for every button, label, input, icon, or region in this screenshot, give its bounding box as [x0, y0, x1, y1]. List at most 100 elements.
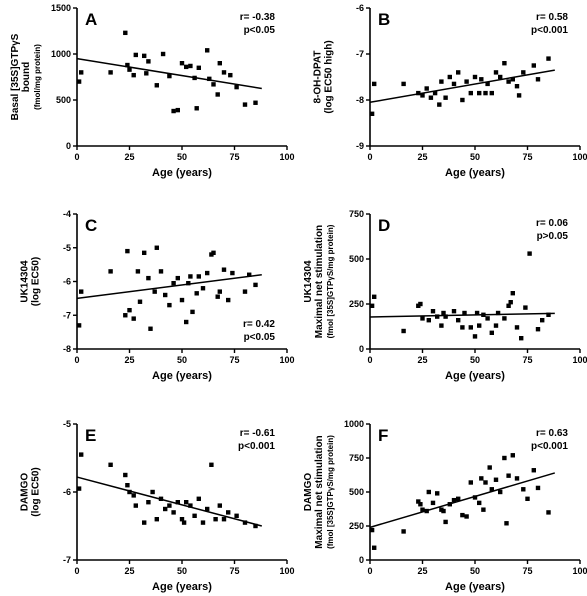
data-point [443, 519, 448, 525]
data-point [416, 90, 421, 96]
data-point [432, 90, 438, 96]
data-point [76, 486, 82, 491]
data-point [510, 453, 515, 458]
data-point [451, 81, 457, 87]
data-point [158, 269, 164, 274]
data-point [456, 496, 461, 501]
data-point [430, 500, 436, 506]
data-point [468, 325, 473, 330]
data-point [142, 53, 147, 59]
data-point [181, 520, 187, 525]
p-value: p<0.001 [238, 441, 275, 452]
data-point [401, 529, 406, 534]
regression-line [76, 274, 262, 300]
data-point [474, 310, 480, 316]
x-tick-label: 75 [522, 566, 532, 576]
data-point [217, 61, 222, 66]
data-point [123, 313, 128, 318]
x-tick-label: 25 [417, 152, 427, 162]
data-point [167, 73, 172, 79]
data-point [485, 316, 490, 321]
x-tick-label: 0 [74, 152, 79, 162]
data-point [508, 300, 513, 305]
x-tick-label: 100 [572, 566, 587, 576]
data-point [133, 503, 138, 508]
x-tick-label: 50 [177, 566, 187, 576]
panel-letter: E [85, 426, 96, 445]
data-point [426, 489, 431, 495]
x-tick-label: 25 [417, 355, 427, 365]
data-point [171, 280, 176, 286]
x-tick-label: 25 [124, 152, 134, 162]
x-tick-label: 50 [470, 566, 480, 576]
data-point [502, 316, 507, 321]
y-tick-label: 750 [349, 209, 364, 219]
data-point [205, 48, 210, 53]
data-point [226, 510, 231, 515]
data-point [194, 291, 199, 296]
data-point [131, 493, 136, 498]
data-point [468, 90, 473, 96]
y-axis-label: (log EC50 high) [324, 40, 335, 113]
y-axis-label: Maximal net stimulation [314, 225, 325, 338]
data-point [133, 52, 138, 58]
y-tick-label: 500 [56, 95, 71, 105]
data-point [184, 64, 189, 70]
data-point [234, 84, 239, 90]
y-tick-label: 0 [359, 344, 364, 354]
data-point [464, 79, 469, 84]
data-point [242, 289, 248, 294]
data-point [213, 517, 218, 522]
data-point [451, 497, 457, 503]
x-tick-label: 0 [367, 566, 372, 576]
regression-line [76, 476, 262, 527]
data-point [131, 316, 136, 321]
data-point [489, 330, 494, 335]
data-point [489, 487, 494, 492]
data-point [179, 517, 185, 522]
data-point [160, 51, 166, 57]
data-point [514, 325, 520, 330]
data-point [146, 59, 151, 64]
data-point [521, 487, 526, 492]
data-point [108, 462, 113, 467]
data-point [196, 65, 201, 70]
y-axis-label: UK14304 [303, 260, 314, 303]
y-tick-label: -6 [63, 487, 71, 497]
data-point [154, 83, 159, 88]
data-point [477, 500, 482, 506]
data-point [502, 61, 507, 66]
data-point [135, 269, 141, 274]
data-point [506, 79, 511, 84]
y-axis-label: (fmol [35S]GTPγS/mg protein) [326, 435, 335, 549]
data-point [418, 502, 423, 507]
data-point [369, 303, 375, 308]
data-point [211, 82, 216, 87]
data-point [546, 312, 551, 317]
data-point [125, 248, 130, 254]
data-point [481, 312, 486, 317]
data-point [443, 314, 448, 319]
data-point [428, 95, 434, 100]
data-point [123, 472, 128, 478]
data-point [472, 495, 478, 500]
data-point [498, 74, 503, 80]
x-axis-label: Age (years) [152, 370, 212, 382]
data-point [190, 309, 195, 315]
y-tick-label: 500 [349, 254, 364, 264]
y-axis-label: UK14304 [20, 260, 31, 303]
data-point [79, 452, 84, 457]
data-point [142, 520, 147, 525]
data-point [127, 67, 132, 72]
data-point [535, 77, 541, 82]
p-value: p<0.001 [531, 441, 568, 452]
x-tick-label: 75 [522, 152, 532, 162]
data-point [148, 326, 153, 331]
data-point [205, 506, 210, 512]
data-point [424, 86, 429, 91]
data-point [194, 106, 199, 111]
data-point [527, 251, 532, 256]
data-point [483, 90, 488, 96]
y-tick-label: -8 [63, 344, 71, 354]
